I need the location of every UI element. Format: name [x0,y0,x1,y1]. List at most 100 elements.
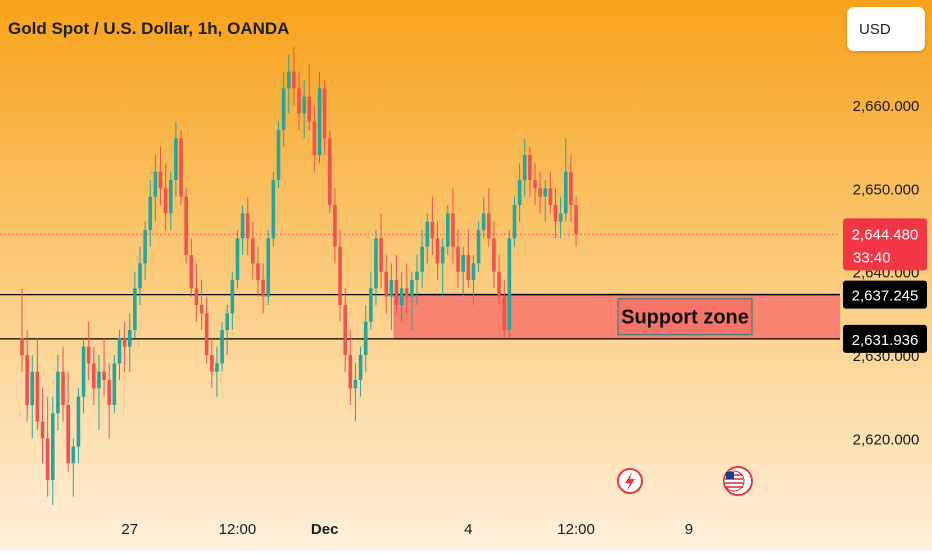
candle-body [235,238,240,280]
candle-body [117,338,122,364]
candle [384,255,389,314]
candle [179,130,183,205]
candle-body [435,238,440,264]
candle [404,263,409,314]
candle [199,280,204,330]
candle [127,313,132,372]
candle [153,155,158,222]
candle-body [389,280,394,297]
candle-body [569,171,573,205]
candle [322,80,327,155]
candle-body [261,280,265,297]
currency-button[interactable]: USD [847,7,925,51]
candle [158,146,163,205]
candle-body [148,196,153,230]
last-price-value: 2,644.480 [852,226,919,243]
candle-body [168,180,173,214]
candle-body [528,155,532,180]
support-zone-layer: Support zone [393,293,840,339]
candle [281,71,286,147]
candle [168,171,173,230]
x-tick-label: 12:00 [557,521,595,538]
candle [97,355,101,430]
candle [133,271,137,339]
candle-body [215,363,219,372]
currency-label: USD [859,20,891,38]
candle [312,105,317,172]
candle-body [363,321,368,355]
candle [317,71,322,164]
candle [343,288,347,372]
candle-body [512,205,517,239]
candle-body [461,255,465,272]
x-tick-label: 12:00 [219,521,257,538]
candle-body [302,96,306,114]
candle [184,188,188,264]
candle-body [153,171,158,197]
candle-body [502,296,507,330]
candle [204,296,209,364]
candle-body [379,238,383,272]
candle-body [286,71,291,89]
candle [240,205,245,255]
candle [245,196,250,255]
candle-body [425,221,430,247]
candle-body [276,130,281,180]
support-zone-label-box [617,298,753,336]
candle [210,338,214,389]
candle-body [420,246,424,272]
candle [194,263,199,322]
level-badge-1: 2,637.245 [843,280,927,309]
candle [261,263,265,314]
candle [333,188,337,264]
candle [451,188,455,264]
candle [461,246,465,297]
last-price-countdown: 33:40 [853,249,891,266]
candle-body [384,271,389,297]
candle-body [112,363,117,405]
candle [266,230,271,305]
candle [143,221,147,280]
candle-body [230,280,235,314]
candle [35,338,40,430]
y-tick-label: 2,650.000 [853,181,920,198]
support-zone-rect [393,294,840,339]
candle [276,121,281,189]
candle [548,171,553,214]
candle [25,330,29,422]
candle [338,230,342,322]
candle-body [189,255,194,289]
candle-body [281,88,286,130]
candle-body [517,180,522,205]
candle-body [369,288,373,322]
candle-body [76,396,81,447]
candles-layer [20,46,578,505]
level-badge-bg [843,280,927,309]
candle [522,138,527,197]
level-badge-value: 2,631.936 [852,332,919,349]
candle-body [399,288,404,305]
candle-body [158,171,163,189]
candle-body [163,188,168,214]
candle [30,355,35,439]
candle-body [481,213,486,230]
candle [235,230,240,289]
candle-body [225,313,229,330]
flash-icon-bolt [625,472,635,491]
candle-body [538,188,542,197]
candle-body [292,71,296,89]
events-layer [617,466,753,496]
candle-body [20,338,24,355]
candle-body [256,263,260,280]
candle-body [543,188,548,197]
candle-body [492,238,496,272]
candle [163,163,168,230]
candle [563,138,568,222]
candle [517,163,522,222]
candle [420,230,424,289]
candle [328,130,332,214]
candle-body [358,355,363,380]
level-badge-value: 2,637.245 [852,288,919,305]
candle-body [97,371,101,389]
